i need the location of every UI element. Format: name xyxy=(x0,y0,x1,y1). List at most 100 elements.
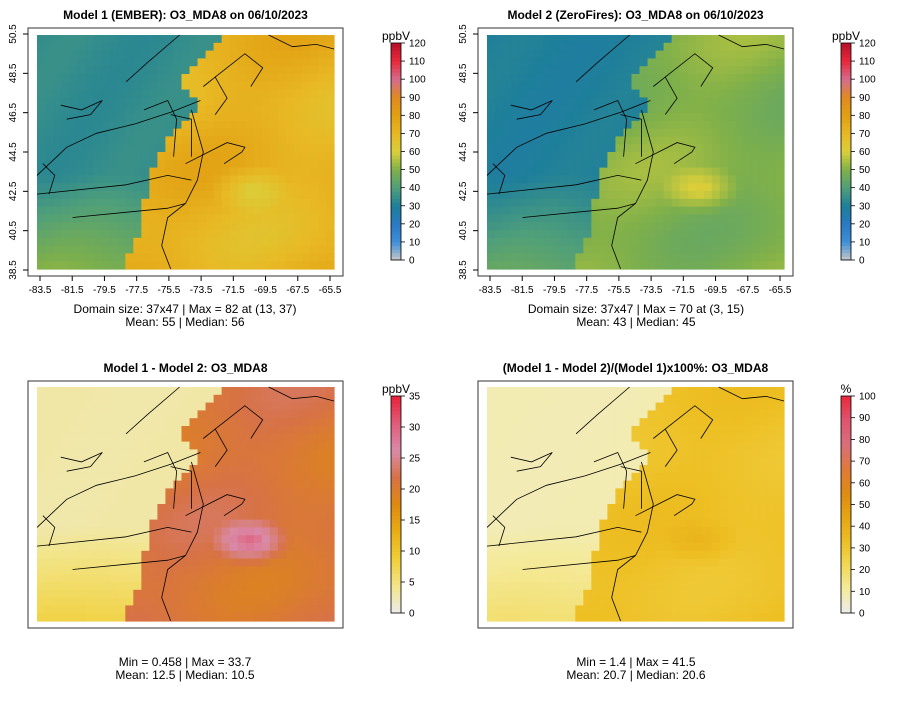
heatmap-cell xyxy=(205,261,215,270)
heatmap-cell xyxy=(93,558,102,567)
heatmap-cell xyxy=(141,402,150,411)
heatmap-cell xyxy=(751,433,761,443)
heatmap-cell xyxy=(85,237,94,247)
heatmap-cell xyxy=(309,441,319,450)
heatmap-cell xyxy=(61,426,70,435)
colorbar-tick-label: 5 xyxy=(409,578,415,589)
heatmap-cell xyxy=(631,206,641,215)
heatmap-cell xyxy=(261,574,271,583)
heatmap-cell xyxy=(551,410,560,419)
heatmap-cell xyxy=(69,167,78,176)
heatmap-cell xyxy=(149,527,159,536)
heatmap-cell xyxy=(285,527,295,536)
heatmap-cell xyxy=(775,159,785,169)
heatmap-cell xyxy=(285,543,295,552)
heatmap-cell xyxy=(567,511,576,521)
heatmap-cell xyxy=(245,253,255,262)
heatmap-cell xyxy=(775,574,785,583)
heatmap-cell xyxy=(229,198,239,208)
heatmap-cell xyxy=(245,496,255,505)
heatmap-cell xyxy=(743,136,753,145)
heatmap-cell xyxy=(487,496,496,505)
colorbar-tick-label: 40 xyxy=(859,522,871,533)
heatmap-cell xyxy=(189,128,199,137)
heatmap-cell xyxy=(45,597,54,606)
heatmap-cell xyxy=(631,410,641,419)
heatmap-cell xyxy=(141,159,150,169)
heatmap-cell xyxy=(269,574,279,583)
heatmap-cell xyxy=(711,167,721,176)
heatmap-cell xyxy=(53,136,62,145)
heatmap-cell xyxy=(301,113,311,122)
heatmap-cell xyxy=(101,496,110,505)
colorbar-swatch xyxy=(391,234,401,239)
heatmap-cell xyxy=(671,237,681,247)
heatmap-cell xyxy=(615,605,625,614)
heatmap-cell xyxy=(53,105,62,114)
heatmap-cell xyxy=(583,144,592,153)
heatmap-cell xyxy=(735,433,745,443)
heatmap-cell xyxy=(45,89,54,98)
heatmap-cell xyxy=(237,410,247,419)
heatmap-cell xyxy=(237,605,247,614)
heatmap-cell xyxy=(703,488,713,497)
heatmap-cell xyxy=(655,605,665,614)
heatmap-cell xyxy=(277,175,287,184)
heatmap-cell xyxy=(743,206,753,215)
y-tick-label: 44.5 xyxy=(8,142,19,162)
heatmap-cell xyxy=(205,589,215,599)
heatmap-cell xyxy=(125,613,134,622)
heatmap-cell xyxy=(301,97,311,106)
heatmap-cell xyxy=(495,198,504,208)
heatmap-cell xyxy=(173,480,183,489)
heatmap-cell xyxy=(221,58,231,67)
heatmap-cell xyxy=(591,120,600,130)
heatmap-cell xyxy=(133,35,142,44)
heatmap-cell xyxy=(85,230,94,239)
heatmap-cell xyxy=(53,245,62,254)
heatmap-cell xyxy=(301,74,311,83)
heatmap-cell xyxy=(293,613,303,622)
map-boundary-line xyxy=(42,163,56,195)
heatmap-cell xyxy=(53,566,62,575)
heatmap-cell xyxy=(285,66,295,75)
heatmap-cell xyxy=(45,441,54,450)
heatmap-cell xyxy=(695,237,705,247)
map-boundary-line xyxy=(143,99,178,157)
heatmap-cell xyxy=(165,496,175,505)
colorbar-swatch xyxy=(391,591,401,596)
heatmap-cell xyxy=(487,175,496,184)
heatmap-cell xyxy=(301,574,311,583)
heatmap-cell xyxy=(221,410,231,419)
heatmap-cell xyxy=(535,511,544,521)
colorbar-swatch xyxy=(391,245,401,250)
heatmap-cell xyxy=(133,253,142,262)
heatmap-cell xyxy=(181,42,191,52)
heatmap-cell xyxy=(101,175,110,184)
heatmap-cell xyxy=(101,35,110,44)
heatmap-cell xyxy=(93,222,102,231)
heatmap-cell xyxy=(719,488,729,497)
heatmap-cell xyxy=(551,589,560,599)
heatmap-cell xyxy=(567,175,576,184)
heatmap-cell xyxy=(309,206,319,215)
heatmap-cell xyxy=(695,113,705,122)
heatmap-cell xyxy=(695,230,705,239)
heatmap-cell xyxy=(293,74,303,83)
heatmap-cell xyxy=(519,230,528,239)
heatmap-cell xyxy=(503,97,512,106)
heatmap-cell xyxy=(719,222,729,231)
heatmap-cell xyxy=(759,81,769,91)
heatmap-cell xyxy=(165,550,175,560)
heatmap-cell xyxy=(77,81,86,91)
heatmap-cell xyxy=(519,597,528,606)
heatmap-cell xyxy=(117,128,126,137)
heatmap-cell xyxy=(69,89,78,98)
heatmap-cell xyxy=(277,128,287,137)
heatmap-cell xyxy=(727,402,737,411)
heatmap-cell xyxy=(767,206,777,215)
heatmap-cell xyxy=(679,113,689,122)
heatmap-cell xyxy=(253,496,263,505)
heatmap-cell xyxy=(69,136,78,145)
heatmap-cell xyxy=(607,230,617,239)
